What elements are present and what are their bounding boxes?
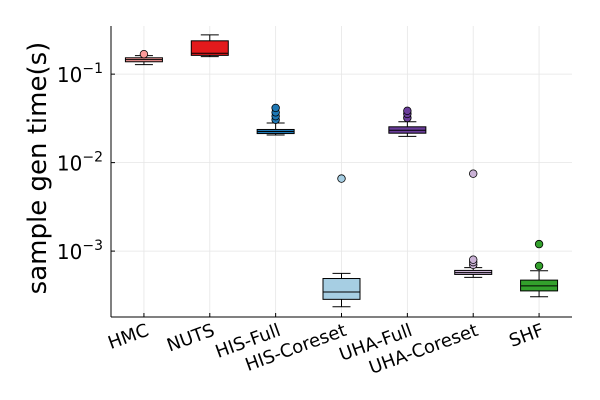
outlier-point bbox=[403, 106, 412, 116]
box-his-full bbox=[256, 103, 295, 136]
outlier-point bbox=[469, 255, 478, 264]
y-tick-label: 10−1 bbox=[57, 61, 103, 87]
outlier-point bbox=[534, 261, 544, 271]
outlier-point bbox=[337, 174, 346, 183]
box-layer bbox=[124, 34, 559, 308]
box-uha-full bbox=[388, 106, 427, 137]
axis-layer bbox=[110, 26, 572, 318]
box-hmc bbox=[124, 50, 163, 66]
box-iqr bbox=[190, 40, 229, 56]
outlier-point bbox=[534, 239, 544, 249]
y-tick-label: 10−2 bbox=[57, 150, 103, 176]
box-iqr bbox=[322, 278, 361, 300]
outlier-point bbox=[271, 103, 280, 113]
y-axis-label: sample gen time(s) bbox=[23, 42, 53, 295]
box-nuts bbox=[190, 34, 229, 58]
y-tick-label: 10−3 bbox=[57, 238, 103, 264]
outlier-point bbox=[139, 50, 149, 59]
outlier-point bbox=[469, 169, 478, 178]
box-uha-coreset bbox=[454, 169, 493, 278]
box-his-coreset bbox=[322, 174, 361, 308]
box-shf bbox=[520, 239, 559, 298]
